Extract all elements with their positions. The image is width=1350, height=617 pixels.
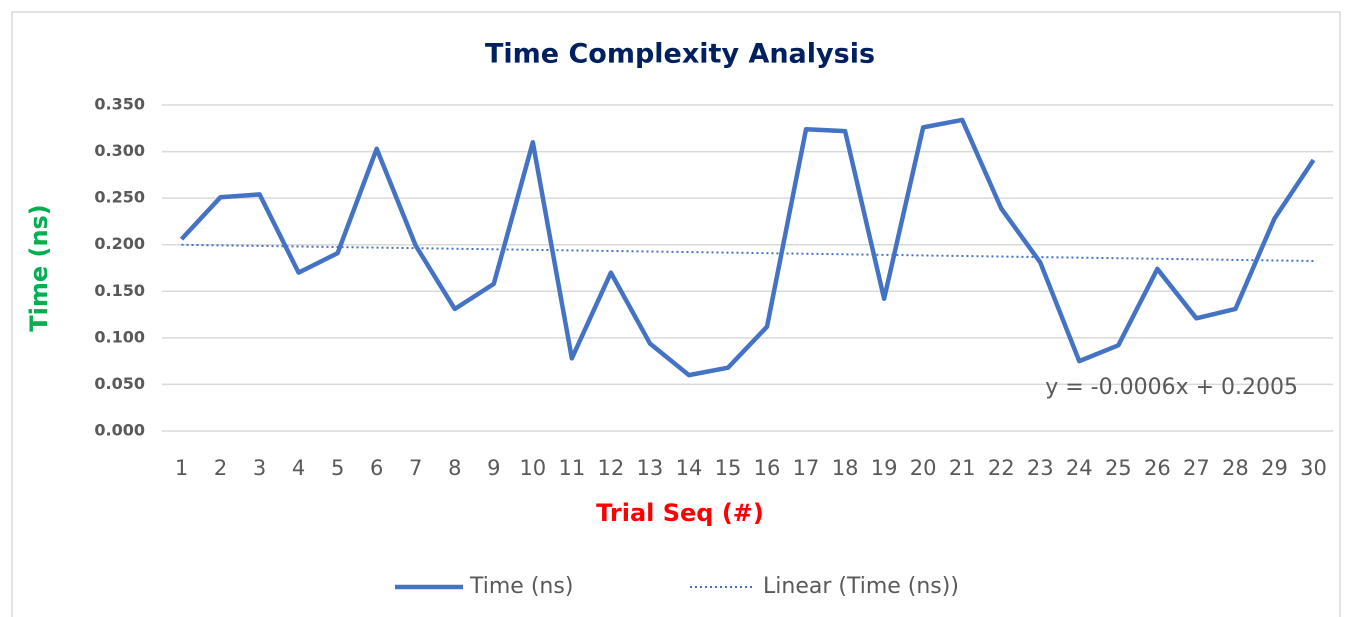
y-tick-label: 0.250 — [94, 188, 145, 207]
x-tick-label: 26 — [1144, 456, 1171, 480]
y-tick-label: 0.000 — [94, 421, 145, 440]
x-tick-label: 16 — [754, 456, 781, 480]
x-tick-label: 21 — [949, 456, 976, 480]
x-tick-label: 25 — [1105, 456, 1132, 480]
x-tick-label: 18 — [832, 456, 859, 480]
x-tick-label: 8 — [448, 456, 461, 480]
y-tick-label: 0.350 — [94, 95, 145, 114]
x-tick-label: 30 — [1300, 456, 1327, 480]
y-tick-label: 0.050 — [94, 374, 145, 393]
trend-line — [181, 243, 1314, 263]
x-tick-label: 7 — [409, 456, 422, 480]
x-tick-label: 28 — [1222, 456, 1249, 480]
x-tick-label: 19 — [871, 456, 898, 480]
x-tick-label: 17 — [793, 456, 820, 480]
x-tick-label: 10 — [519, 456, 546, 480]
x-tick-label: 23 — [1027, 456, 1054, 480]
chart-border — [11, 11, 1341, 617]
x-tick-label: 6 — [370, 456, 383, 480]
x-tick-label: 2 — [214, 456, 227, 480]
chart-title: Time Complexity Analysis — [485, 39, 875, 70]
legend-label: Time (ns) — [469, 574, 573, 599]
x-tick-label: 3 — [253, 456, 266, 480]
x-tick-label: 12 — [598, 456, 625, 480]
x-tick-label: 13 — [637, 456, 664, 480]
x-tick-label: 5 — [331, 456, 344, 480]
x-tick-label: 29 — [1261, 456, 1288, 480]
x-axis-label: Trial Seq (#) — [596, 499, 764, 527]
x-tick-label: 15 — [715, 456, 742, 480]
x-tick-label: 1 — [175, 456, 188, 480]
y-tick-label: 0.300 — [94, 141, 145, 160]
trend-equation: y = -0.0006x + 0.2005 — [1045, 375, 1298, 400]
x-tick-label: 11 — [558, 456, 585, 480]
y-tick-label: 0.200 — [94, 234, 145, 253]
legend-label: Linear (Time (ns)) — [763, 574, 959, 599]
x-tick-label: 9 — [487, 456, 500, 480]
x-tick-label: 27 — [1183, 456, 1210, 480]
x-tick-label: 24 — [1066, 456, 1093, 480]
data-line — [179, 117, 1316, 378]
x-tick-label: 14 — [676, 456, 703, 480]
y-axis-label: Time (ns) — [25, 204, 53, 332]
y-tick-label: 0.100 — [94, 327, 145, 346]
x-tick-label: 4 — [292, 456, 305, 480]
x-tick-label: 20 — [910, 456, 937, 480]
y-tick-label: 0.150 — [94, 281, 145, 300]
x-tick-label: 22 — [988, 456, 1015, 480]
